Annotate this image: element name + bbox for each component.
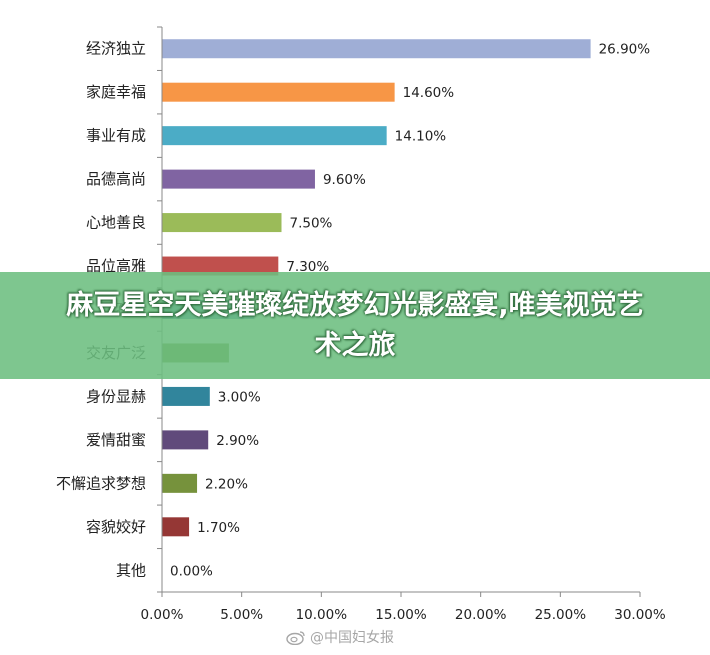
x-tick-label: 5.00%: [220, 607, 263, 623]
data-label: 2.90%: [216, 433, 259, 449]
title-banner: 麻豆星空天美璀璨绽放梦幻光影盛宴,唯美视觉艺术之旅: [0, 272, 710, 379]
bar: [162, 430, 209, 450]
data-label: 14.10%: [395, 129, 447, 145]
category-label: 品德高尚: [86, 170, 146, 188]
category-label: 心地善良: [86, 214, 146, 232]
bar: [162, 82, 395, 102]
data-label: 1.70%: [197, 520, 240, 536]
category-label: 不懈追求梦想: [56, 474, 146, 492]
category-label: 事业有成: [86, 127, 146, 145]
weibo-icon: [286, 631, 305, 645]
category-label: 身份显赫: [86, 387, 146, 405]
data-label: 14.60%: [403, 85, 455, 101]
x-tick-label: 20.00%: [455, 607, 507, 623]
data-label: 0.00%: [170, 563, 213, 579]
data-label: 7.30%: [286, 259, 329, 275]
x-tick-label: 0.00%: [141, 607, 184, 623]
data-label: 7.50%: [290, 216, 333, 232]
bar: [162, 386, 210, 406]
data-label: 9.60%: [323, 172, 366, 188]
bar: [162, 473, 198, 493]
category-label: 容貌姣好: [86, 518, 146, 536]
bar: [162, 256, 279, 276]
watermark-text: @中国妇女报: [310, 630, 394, 646]
data-label: 3.00%: [218, 389, 261, 405]
x-tick-label: 25.00%: [535, 607, 587, 623]
data-label: 26.90%: [599, 42, 651, 58]
bar: [162, 39, 591, 59]
category-label: 其他: [116, 561, 146, 579]
category-label: 家庭幸福: [86, 83, 146, 101]
bar: [162, 169, 315, 189]
banner-title: 麻豆星空天美璀璨绽放梦幻光影盛宴,唯美视觉艺术之旅: [66, 289, 644, 361]
x-tick-label: 30.00%: [614, 607, 666, 623]
category-label: 爱情甜蜜: [86, 431, 146, 449]
watermark: @中国妇女报: [286, 626, 394, 648]
category-label: 经济独立: [86, 40, 146, 58]
bar: [162, 126, 387, 146]
data-label: 2.20%: [205, 476, 248, 492]
x-tick-label: 10.00%: [296, 607, 348, 623]
x-tick-label: 15.00%: [375, 607, 427, 623]
category-label: 品位高雅: [86, 257, 146, 275]
bar: [162, 213, 282, 233]
bar: [162, 517, 190, 537]
